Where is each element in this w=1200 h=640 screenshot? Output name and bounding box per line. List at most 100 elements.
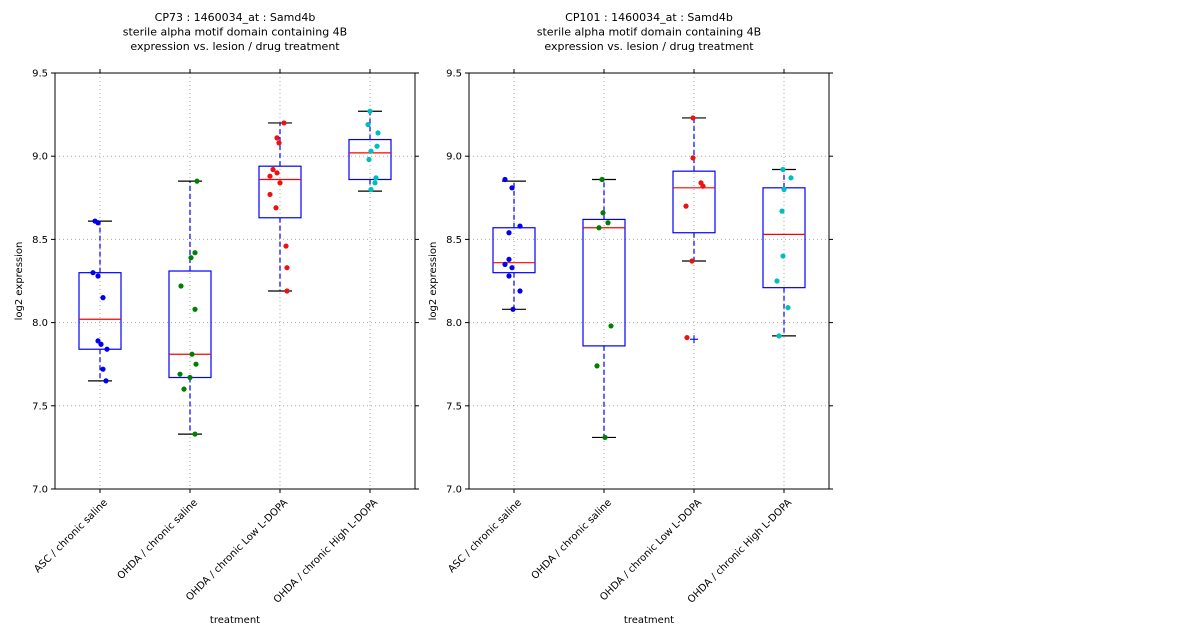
axes-frame bbox=[54, 72, 416, 490]
data-point bbox=[368, 148, 374, 154]
y-tick-label: 9.0 bbox=[446, 152, 462, 163]
data-point bbox=[274, 170, 280, 176]
box-rect bbox=[492, 227, 536, 274]
data-point bbox=[98, 341, 104, 347]
plot-title-line: sterile alpha motif domain containing 4B bbox=[537, 26, 761, 39]
data-point bbox=[599, 176, 605, 183]
y-tick-label: 7.0 bbox=[32, 485, 48, 496]
data-point bbox=[277, 180, 283, 186]
data-point bbox=[100, 295, 106, 301]
y-tick-label: 7.5 bbox=[446, 401, 462, 412]
y-tick-label: 8.0 bbox=[32, 318, 48, 329]
data-point bbox=[95, 338, 101, 344]
data-point bbox=[366, 156, 372, 163]
plot-title-line: expression vs. lesion / drug treatment bbox=[544, 40, 754, 53]
data-point bbox=[506, 230, 512, 236]
data-point bbox=[608, 323, 614, 329]
x-tick-label: OHDA / chronic High L-DOPA bbox=[272, 497, 380, 605]
data-point bbox=[600, 210, 606, 216]
data-point bbox=[594, 363, 600, 369]
plot-title-line: sterile alpha motif domain containing 4B bbox=[123, 26, 347, 39]
data-point bbox=[502, 176, 508, 183]
data-point bbox=[367, 108, 373, 114]
x-tick-label: OHDA / chronic Low L-DOPA bbox=[598, 497, 704, 603]
data-point bbox=[683, 203, 689, 209]
data-point bbox=[193, 361, 199, 367]
y-axis-label: log2 expression bbox=[428, 242, 439, 321]
data-point bbox=[689, 258, 695, 264]
data-point bbox=[178, 283, 184, 289]
box-rect bbox=[582, 218, 626, 347]
x-tick-label: ASC / chronic saline bbox=[446, 497, 524, 575]
y-tick-label: 7.0 bbox=[446, 485, 462, 496]
data-point bbox=[181, 386, 187, 392]
data-point bbox=[365, 121, 371, 128]
x-tick-label: OHDA / chronic saline bbox=[530, 497, 615, 582]
data-point bbox=[780, 166, 786, 173]
data-point bbox=[100, 366, 106, 372]
y-tick-label: 9.5 bbox=[446, 69, 462, 80]
data-point bbox=[517, 223, 523, 229]
data-point bbox=[684, 334, 690, 341]
x-tick-label: ASC / chronic saline bbox=[32, 497, 110, 575]
data-point bbox=[189, 351, 195, 357]
data-point bbox=[177, 371, 183, 377]
y-tick-label: 8.5 bbox=[32, 235, 48, 246]
data-point bbox=[267, 191, 273, 198]
data-point bbox=[270, 166, 276, 173]
plot-title-line: CP73 : 1460034_at : Samd4b bbox=[155, 11, 316, 24]
data-point bbox=[192, 431, 198, 437]
y-tick-label: 8.0 bbox=[446, 318, 462, 329]
data-point bbox=[95, 273, 101, 279]
data-point bbox=[368, 186, 374, 193]
data-point bbox=[188, 255, 194, 261]
data-point bbox=[192, 306, 198, 312]
data-point bbox=[596, 225, 602, 231]
data-point bbox=[284, 288, 290, 294]
data-point bbox=[785, 305, 791, 311]
data-point bbox=[95, 220, 101, 226]
x-axis-label: treatment bbox=[624, 615, 674, 626]
data-point bbox=[276, 140, 282, 146]
axes-frame bbox=[468, 72, 830, 490]
plot-title-line: CP101 : 1460034_at : Samd4b bbox=[565, 11, 733, 24]
y-tick-label: 8.5 bbox=[446, 235, 462, 246]
data-point bbox=[506, 256, 512, 262]
data-point bbox=[90, 270, 96, 276]
data-point bbox=[103, 378, 109, 384]
data-point bbox=[602, 434, 608, 441]
x-tick-label: OHDA / chronic High L-DOPA bbox=[686, 497, 794, 605]
data-point bbox=[506, 273, 512, 279]
data-point bbox=[284, 265, 290, 271]
y-tick-label: 7.5 bbox=[32, 401, 48, 412]
data-point bbox=[788, 175, 794, 181]
data-point bbox=[273, 205, 279, 211]
data-point bbox=[517, 288, 523, 294]
y-tick-label: 9.0 bbox=[32, 152, 48, 163]
data-point bbox=[510, 306, 516, 312]
box-rect bbox=[348, 138, 392, 181]
data-point bbox=[192, 250, 198, 256]
data-point bbox=[374, 143, 380, 149]
box-rect bbox=[78, 272, 122, 350]
data-point bbox=[375, 130, 381, 136]
data-point bbox=[690, 155, 696, 161]
data-point bbox=[267, 173, 273, 179]
data-point bbox=[509, 265, 515, 271]
data-point bbox=[700, 183, 706, 189]
data-point bbox=[283, 243, 289, 249]
data-point bbox=[187, 374, 193, 381]
data-point bbox=[194, 178, 200, 184]
data-point bbox=[104, 346, 110, 352]
data-point bbox=[274, 135, 280, 141]
x-tick-label: OHDA / chronic Low L-DOPA bbox=[184, 497, 290, 603]
data-point bbox=[281, 120, 287, 126]
data-point bbox=[780, 253, 786, 259]
plot-title-line: expression vs. lesion / drug treatment bbox=[130, 40, 340, 53]
data-point bbox=[779, 208, 785, 214]
data-point bbox=[373, 175, 379, 181]
data-point bbox=[502, 261, 508, 267]
y-tick-label: 9.5 bbox=[32, 69, 48, 80]
